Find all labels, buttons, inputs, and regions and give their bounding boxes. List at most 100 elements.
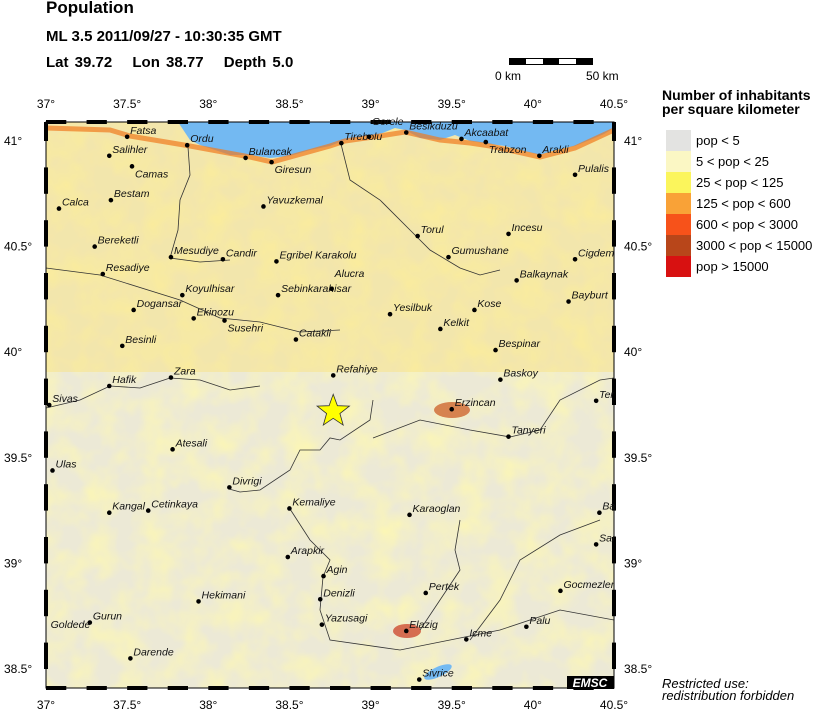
town-marker: Karaoglan bbox=[407, 503, 461, 518]
town-dot bbox=[415, 233, 420, 239]
emsc-logo: EMSC bbox=[573, 676, 608, 690]
town-dot bbox=[184, 142, 190, 148]
town-marker: Akcaabat bbox=[459, 127, 509, 142]
town-marker: Torul bbox=[415, 224, 444, 239]
town-label: Ordu bbox=[190, 133, 214, 145]
town-dot bbox=[227, 485, 232, 490]
lon-tick-label-bottom: 40° bbox=[524, 698, 542, 712]
town-label: Erzincan bbox=[455, 397, 496, 409]
town-marker: Camas bbox=[129, 164, 169, 180]
town-label: Bespinar bbox=[499, 338, 541, 350]
town-marker: Ekinozu bbox=[191, 306, 234, 321]
town-marker: Trabzon bbox=[483, 139, 527, 156]
town-label: Candir bbox=[226, 247, 257, 259]
event-coordinates: Lat 39.72 Lon 38.77 Depth 5.0 bbox=[46, 54, 307, 71]
town-dot bbox=[261, 204, 266, 209]
town-marker: Ter bbox=[593, 389, 614, 404]
town-label: Kangal bbox=[112, 501, 145, 513]
lat-tick-label-right: 38.5° bbox=[624, 662, 652, 676]
town-marker: Bulancak bbox=[243, 146, 293, 161]
usage-notice: Restricted use: redistribution forbidden bbox=[662, 676, 795, 703]
town-label: Yesilbuk bbox=[393, 302, 433, 314]
town-marker: Hekimani bbox=[196, 589, 246, 604]
town-marker: Denizli bbox=[317, 587, 355, 602]
town-label: Sivrice bbox=[422, 668, 454, 680]
usage-notice-line2: redistribution forbidden bbox=[662, 688, 795, 703]
event-info: ML 3.5 2011/09/27 - 10:30:35 GMT bbox=[46, 28, 282, 45]
town-marker: Gurun bbox=[87, 611, 122, 625]
town-dot bbox=[106, 383, 112, 389]
legend-item: 3000 < pop < 15000 bbox=[666, 235, 812, 256]
town-dot bbox=[50, 468, 55, 473]
latitude: Lat 39.72 bbox=[46, 54, 113, 71]
town-marker: Darende bbox=[128, 646, 174, 661]
town-dot bbox=[285, 554, 291, 560]
black-sea bbox=[178, 122, 614, 158]
town-dot bbox=[572, 172, 578, 178]
scale-bar bbox=[509, 58, 593, 65]
town-dot bbox=[339, 140, 344, 146]
town-dot bbox=[87, 620, 93, 625]
town-dot bbox=[558, 588, 563, 594]
town-dot bbox=[438, 326, 443, 332]
town-marker: Zara bbox=[168, 366, 196, 380]
town-marker: Yesilbuk bbox=[387, 302, 433, 317]
lake-hazar bbox=[424, 664, 452, 680]
legend-title-line1: Number of inhabitants bbox=[662, 87, 811, 103]
town-dot bbox=[269, 159, 274, 165]
town-dot bbox=[449, 406, 455, 412]
town-marker: Ba bbox=[597, 501, 615, 516]
town-label: Ter bbox=[599, 389, 614, 401]
town-dot bbox=[329, 286, 334, 292]
usage-notice-line1: Restricted use: bbox=[662, 676, 749, 691]
legend-swatch bbox=[666, 214, 691, 235]
town-label: Bereketli bbox=[98, 235, 140, 247]
town-dot bbox=[180, 292, 185, 298]
town-dot bbox=[56, 206, 62, 211]
town-label: Fatsa bbox=[130, 125, 156, 137]
emsc-badge bbox=[567, 676, 614, 689]
town-label: Kemaliye bbox=[292, 496, 335, 508]
town-label: Catakli bbox=[299, 328, 332, 340]
lon-tick-label-bottom: 38° bbox=[199, 698, 217, 712]
town-dot bbox=[498, 377, 503, 382]
lat-tick-label-left: 39.5° bbox=[4, 451, 32, 465]
legend-item: 5 < pop < 25 bbox=[666, 151, 812, 172]
town-dot bbox=[459, 136, 464, 142]
town-label: Cetinkaya bbox=[151, 499, 198, 511]
town-label: Zara bbox=[173, 366, 196, 378]
town-label: Camas bbox=[135, 168, 169, 180]
town-marker: Pertek bbox=[423, 581, 460, 596]
town-label: Atesali bbox=[175, 437, 208, 449]
town-dot bbox=[124, 134, 130, 140]
legend-swatch bbox=[666, 193, 691, 214]
town-dot bbox=[330, 373, 336, 378]
town-label: Bayburt bbox=[572, 290, 609, 302]
town-dot bbox=[464, 637, 469, 642]
town-dot bbox=[220, 256, 226, 262]
town-marker: Balkaynak bbox=[514, 268, 569, 283]
town-label: Resadiye bbox=[106, 262, 150, 274]
lat-tick-label-left: 40.5° bbox=[4, 240, 32, 254]
town-dot bbox=[597, 510, 602, 516]
town-label: Mesudiye bbox=[174, 245, 219, 257]
coastal-density bbox=[46, 125, 614, 165]
town-marker: Tanyeri bbox=[506, 425, 546, 439]
town-dot bbox=[506, 434, 511, 439]
town-dot bbox=[493, 347, 498, 353]
town-marker: Bayburt bbox=[566, 290, 609, 304]
town-label: Yavuzkemal bbox=[266, 194, 323, 206]
town-label: Pulalis bbox=[578, 163, 610, 175]
legend-item: 25 < pop < 125 bbox=[666, 172, 812, 193]
legend: pop < 5 5 < pop < 25 25 < pop < 125 125 … bbox=[666, 130, 812, 277]
legend-label: pop > 15000 bbox=[696, 259, 769, 274]
town-label: Kose bbox=[477, 298, 501, 310]
town-marker: Ordu bbox=[184, 133, 214, 148]
town-dot bbox=[537, 153, 542, 159]
town-dot bbox=[593, 398, 599, 404]
town-marker: Kangal bbox=[106, 501, 146, 516]
scale-start-label: 0 km bbox=[495, 69, 522, 83]
town-dot bbox=[106, 510, 112, 516]
town-label: Pertek bbox=[429, 581, 460, 593]
town-dot bbox=[274, 259, 279, 264]
